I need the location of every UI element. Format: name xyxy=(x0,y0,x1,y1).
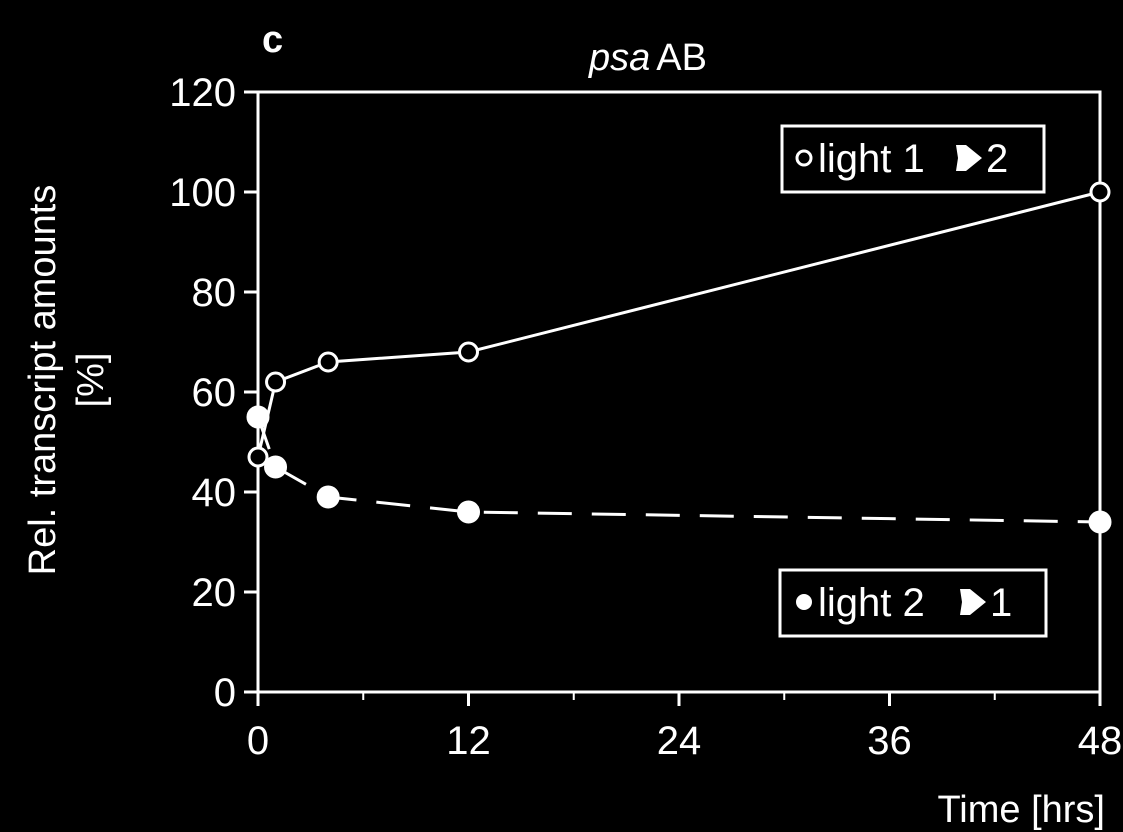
data-point xyxy=(264,455,288,479)
data-point xyxy=(457,500,480,524)
legend-box xyxy=(780,124,1046,194)
x-tick-label: 0 xyxy=(247,719,269,763)
filled-circle-marker-icon xyxy=(796,594,812,610)
data-point xyxy=(316,485,340,509)
data-point xyxy=(247,446,269,468)
series-1 xyxy=(247,181,1111,468)
data-point xyxy=(1089,181,1111,203)
chart-title-italic: psa xyxy=(588,37,650,79)
data-point xyxy=(246,405,270,429)
y-tick-label: 0 xyxy=(214,671,236,715)
y-tick-label: 60 xyxy=(192,371,237,415)
panel-letter: c xyxy=(262,19,283,61)
data-point xyxy=(1088,510,1112,534)
legend-label-1-suffix: 2 xyxy=(986,137,1008,181)
y-axis-label-line2: [%] xyxy=(70,353,112,408)
x-tick-label: 48 xyxy=(1078,719,1123,763)
chart-title: psa AB xyxy=(588,37,707,79)
legend-label-2: light 2 xyxy=(818,581,925,625)
x-axis-label: Time [hrs] xyxy=(938,789,1106,831)
y-tick-label: 80 xyxy=(192,271,237,315)
arrow-right-icon xyxy=(960,589,986,615)
x-tick-label: 12 xyxy=(446,719,491,763)
series-2 xyxy=(246,405,1112,534)
legend-box xyxy=(778,568,1048,638)
data-point xyxy=(458,341,479,363)
series-layer xyxy=(246,181,1112,534)
data-point xyxy=(265,371,287,393)
legend-light-1-2: light 1 2 xyxy=(780,124,1046,194)
series-line xyxy=(256,190,1101,458)
series-line xyxy=(256,416,1101,524)
data-point xyxy=(317,351,339,373)
y-axis-label: Rel. transcript amounts [%] xyxy=(22,185,112,576)
legend-label-2-suffix: 1 xyxy=(990,581,1012,625)
y-tick-label: 100 xyxy=(169,171,236,215)
chart-title-rest: AB xyxy=(656,37,707,79)
legend-light-2-1: light 2 1 xyxy=(778,568,1048,638)
y-tick-label: 20 xyxy=(192,571,237,615)
y-tick-label: 120 xyxy=(169,71,236,115)
open-circle-marker-icon xyxy=(795,149,813,167)
y-axis-label-line1: Rel. transcript amounts xyxy=(22,185,64,576)
arrow-right-icon xyxy=(956,145,982,171)
legend-label-1: light 1 xyxy=(818,137,925,181)
x-tick-label: 24 xyxy=(657,719,702,763)
x-tick-label: 36 xyxy=(867,719,912,763)
y-tick-label: 40 xyxy=(192,471,237,515)
